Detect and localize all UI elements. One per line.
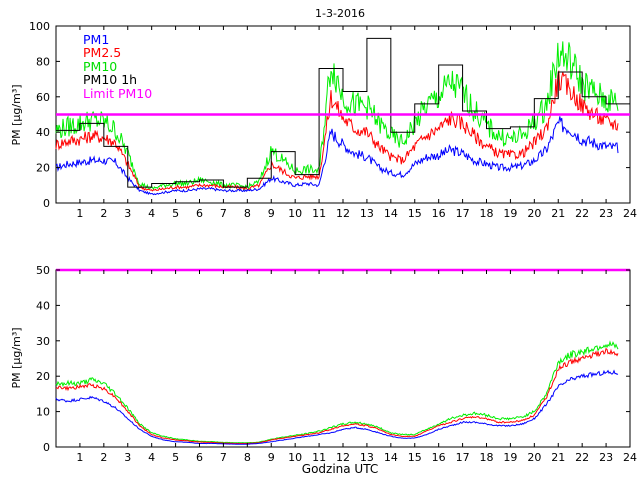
- top-panel-xtick-label: 3: [124, 207, 131, 220]
- top-panel-series: [55, 37, 630, 196]
- chart-title: 1-3-2016: [315, 7, 365, 20]
- top-panel-ylabel: PM [µg/m³]: [10, 84, 23, 145]
- top-panel-xtick-label: 2: [100, 207, 107, 220]
- top-panel-ytick-label: 60: [36, 91, 50, 104]
- bottom-panel-xtick-label: 2: [100, 451, 107, 464]
- series-pm10-1h: [56, 37, 630, 188]
- legend-pm10: PM10: [83, 59, 117, 74]
- top-panel-xtick-label: 23: [599, 207, 613, 220]
- bottom-panel-series-pm1: [55, 369, 619, 445]
- bottom-panel-xtick-label: 10: [288, 451, 302, 464]
- bottom-panel-xtick-label: 4: [148, 451, 155, 464]
- top-panel-xtick-label: 18: [480, 207, 494, 220]
- top-panel-xtick-label: 15: [408, 207, 422, 220]
- top-panel-xtick-label: 22: [575, 207, 589, 220]
- bottom-panel-series-pm25: [55, 347, 619, 445]
- bottom-panel-xtick-label: 23: [599, 451, 613, 464]
- bottom-panel-xtick-label: 12: [336, 451, 350, 464]
- bottom-panel-frame: [55, 269, 631, 448]
- top-panel-xtick-label: 9: [268, 207, 275, 220]
- top-panel-xtick-label: 14: [384, 207, 398, 220]
- top-panel-xtick-label: 12: [336, 207, 350, 220]
- top-panel: 1 2 3 4 5 6 7 8 9 10 11 12 13 14 15 16 17 18 19 20 21 22 23 240…: [10, 20, 637, 220]
- legend-pm1: PM1: [83, 32, 109, 47]
- top-panel-ticks: 1 2 3 4 5 6 7 8 9 10 11 12 13 14 15 16 17 18 19 20 21 22 23 240…: [29, 20, 637, 220]
- bottom-panel-ytick-label: 10: [36, 406, 50, 419]
- top-panel-xtick-label: 4: [148, 207, 155, 220]
- bottom-panel: 1 2 3 4 5 6 7 8 9 10 11 12 13 14 15 16 17 18 19 20 21 22 23 240…: [10, 264, 637, 464]
- bottom-panel-xtick-label: 6: [196, 451, 203, 464]
- legend-pm10-1h: PM10 1h: [83, 72, 137, 87]
- top-panel-series-pm25: [55, 70, 619, 192]
- top-panel-xtick-label: 16: [432, 207, 446, 220]
- bottom-panel-ytick-label: 50: [36, 264, 50, 277]
- bottom-panel-xtick-label: 3: [124, 451, 131, 464]
- top-panel-xtick-label: 7: [220, 207, 227, 220]
- top-panel-xtick-label: 8: [244, 207, 251, 220]
- bottom-panel-xtick-label: 18: [480, 451, 494, 464]
- top-panel-ytick-label: 0: [43, 197, 50, 210]
- top-panel-xtick-label: 10: [288, 207, 302, 220]
- bottom-panel-xtick-label: 22: [575, 451, 589, 464]
- bottom-panel-ytick-label: 30: [36, 335, 50, 348]
- bottom-panel-xtick-label: 8: [244, 451, 251, 464]
- bottom-panel-xtick-label: 16: [432, 451, 446, 464]
- top-panel-series-pm10: [55, 41, 619, 191]
- bottom-panel-xtick-label: 24: [623, 451, 637, 464]
- bottom-panel-xtick-label: 9: [268, 451, 275, 464]
- bottom-panel-xtick-label: 20: [527, 451, 541, 464]
- x-axis-label: Godzina UTC: [302, 462, 378, 476]
- top-panel-xtick-label: 5: [172, 207, 179, 220]
- bottom-panel-ylabel: PM [µg/m³]: [10, 327, 23, 388]
- bottom-panel-xtick-label: 21: [551, 451, 565, 464]
- top-panel-series-pm1: [55, 116, 619, 196]
- top-panel-xtick-label: 1: [76, 207, 83, 220]
- top-panel-xtick-label: 11: [312, 207, 326, 220]
- bottom-panel-xtick-label: 11: [312, 451, 326, 464]
- bottom-panel-xtick-label: 7: [220, 451, 227, 464]
- bottom-panel-xtick-label: 19: [503, 451, 517, 464]
- bottom-panel-xtick-label: 17: [456, 451, 470, 464]
- bottom-panel-xtick-label: 15: [408, 451, 422, 464]
- top-panel-xtick-label: 19: [503, 207, 517, 220]
- top-panel-ytick-label: 100: [29, 20, 50, 33]
- top-panel-ytick-label: 20: [36, 162, 50, 175]
- top-panel-xtick-label: 20: [527, 207, 541, 220]
- bottom-panel-ticks: 1 2 3 4 5 6 7 8 9 10 11 12 13 14 15 16 17 18 19 20 21 22 23 240…: [36, 264, 637, 464]
- bottom-panel-xtick-label: 13: [360, 451, 374, 464]
- top-panel-xtick-label: 13: [360, 207, 374, 220]
- bottom-panel-xtick-label: 14: [384, 451, 398, 464]
- top-panel-xtick-label: 6: [196, 207, 203, 220]
- bottom-panel-ytick-label: 40: [36, 299, 50, 312]
- top-panel-xtick-label: 17: [456, 207, 470, 220]
- top-panel-ytick-label: 40: [36, 126, 50, 139]
- bottom-panel-xtick-label: 5: [172, 451, 179, 464]
- bottom-panel-series-pm10: [55, 340, 619, 444]
- legend-limit: Limit PM10: [83, 86, 152, 101]
- bottom-panel-xtick-label: 1: [76, 451, 83, 464]
- top-panel-ytick-label: 80: [36, 55, 50, 68]
- legend-pm25: PM2.5: [83, 45, 121, 60]
- bottom-panel-ytick-label: 20: [36, 370, 50, 383]
- legend: PM1 PM2.5 PM10 PM10 1h Limit PM10: [83, 32, 152, 101]
- top-panel-xtick-label: 24: [623, 207, 637, 220]
- top-panel-xtick-label: 21: [551, 207, 565, 220]
- bottom-panel-ytick-label: 0: [43, 441, 50, 454]
